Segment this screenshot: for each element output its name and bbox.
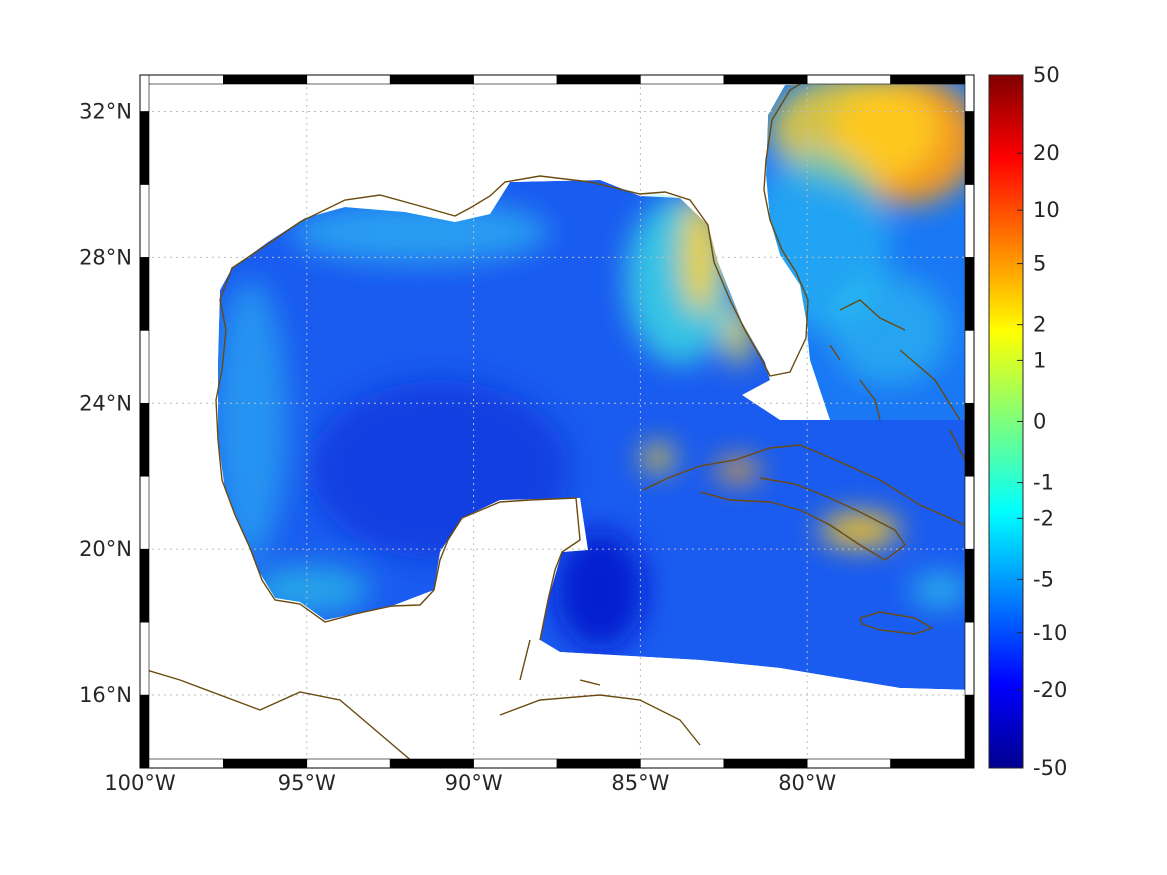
lat-tick-label: 32°N xyxy=(79,99,132,123)
gulf-of-mexico-field xyxy=(218,180,974,690)
frame-segment-left xyxy=(139,257,150,331)
frame-segment-bottom xyxy=(640,758,725,769)
frame-segment-top xyxy=(389,74,474,85)
colorbar-tick-label: 20 xyxy=(1033,141,1060,165)
cuba-coastline xyxy=(642,444,974,561)
frame-segment-left xyxy=(139,475,150,550)
frame-segment-left xyxy=(139,184,150,258)
colorbar-tick-label: 5 xyxy=(1033,252,1046,276)
graticule xyxy=(140,75,974,768)
map-area xyxy=(140,75,974,768)
frame-segment-right xyxy=(964,402,975,477)
colorbar-tick-label: -10 xyxy=(1033,621,1067,645)
bahamas-coastline xyxy=(829,299,971,471)
lat-tick-label: 24°N xyxy=(79,391,132,415)
frame-segment-top xyxy=(473,74,558,85)
shelf-cyan-north xyxy=(290,200,550,264)
mexico-land xyxy=(140,75,974,768)
frame-segment-right xyxy=(964,184,975,258)
frame-segment-bottom xyxy=(806,758,891,769)
frame-segment-top xyxy=(139,74,224,85)
colorbar-tick-label: 50 xyxy=(1033,63,1060,87)
frame-segment-left xyxy=(139,402,150,477)
shelf-cyan-west xyxy=(212,280,288,560)
frame-segment-left xyxy=(139,548,150,623)
frame-segment-bottom xyxy=(139,758,224,769)
frame-segment-top xyxy=(890,74,975,85)
frame-segment-right xyxy=(964,111,975,185)
cuba-south-yellow xyxy=(820,512,900,548)
lat-tick-label: 28°N xyxy=(79,245,132,269)
frame-segment-left xyxy=(139,330,150,404)
map-border xyxy=(139,74,975,769)
frame-segment-bottom xyxy=(473,758,558,769)
frame-segment-bottom xyxy=(556,758,641,769)
frame-segment-top xyxy=(723,74,808,85)
frame-segment-right xyxy=(964,330,975,404)
colorbar-tick-label: 1 xyxy=(1033,348,1046,372)
frame-segment-left xyxy=(139,111,150,185)
cuba-west-yellow xyxy=(642,444,674,472)
frame-segment-right xyxy=(964,74,975,112)
frame-segment-right xyxy=(964,621,975,696)
frame-segment-top xyxy=(306,74,391,85)
jamaica-coastline xyxy=(859,611,934,635)
lon-tick-label: 100°W xyxy=(104,771,176,795)
gulf-coastline xyxy=(140,75,816,768)
frame-segment-right xyxy=(964,548,975,623)
lon-tick-label: 80°W xyxy=(778,771,836,795)
frame-segment-left xyxy=(139,694,150,769)
frame-segment-top xyxy=(223,74,308,85)
central-america-coastline xyxy=(499,639,701,746)
frame-segment-right xyxy=(964,257,975,331)
frame-segment-left xyxy=(139,74,150,112)
frame-segment-right xyxy=(964,475,975,550)
colorbar-tick-label: -5 xyxy=(1033,567,1054,591)
coastlines xyxy=(140,75,974,768)
lat-tick-label: 20°N xyxy=(79,537,132,561)
colorbar-tick-label: -50 xyxy=(1033,756,1067,780)
caribbean-cyan xyxy=(910,572,970,608)
frame-segment-bottom xyxy=(890,758,975,769)
bahamas-cyan xyxy=(830,275,950,385)
lon-tick-labels: 100°W 95°W 90°W 85°W 80°W xyxy=(104,771,836,795)
colorbar-tick-label: -1 xyxy=(1033,471,1054,495)
frame-segment-bottom xyxy=(723,758,808,769)
colorbar-tick-label: 0 xyxy=(1033,410,1046,434)
colorbar-tick-label: 10 xyxy=(1033,198,1060,222)
florida-land xyxy=(600,75,820,380)
lon-tick-label: 90°W xyxy=(445,771,503,795)
frame-segment-bottom xyxy=(223,758,308,769)
frame-segment-left xyxy=(139,621,150,696)
lat-tick-labels: 32°N 28°N 24°N 20°N 16°N xyxy=(79,99,132,707)
colorbar-tick-label: -2 xyxy=(1033,506,1054,530)
colorbar-tick-label: -20 xyxy=(1033,678,1067,702)
frame-segment-bottom xyxy=(389,758,474,769)
frame-segment-top xyxy=(556,74,641,85)
frame-segment-top xyxy=(640,74,725,85)
colorbar-tick-label: 2 xyxy=(1033,313,1046,337)
yucatan-channel-deep xyxy=(555,530,645,650)
cuba-central-yellow xyxy=(716,458,760,482)
frame-segment-right xyxy=(964,694,975,769)
frame-segment-bottom xyxy=(306,758,391,769)
lat-tick-label: 16°N xyxy=(79,683,132,707)
frame-segment-top xyxy=(806,74,891,85)
lon-tick-label: 95°W xyxy=(278,771,336,795)
lon-tick-label: 85°W xyxy=(611,771,669,795)
land xyxy=(140,75,974,768)
map-frame xyxy=(139,74,975,769)
